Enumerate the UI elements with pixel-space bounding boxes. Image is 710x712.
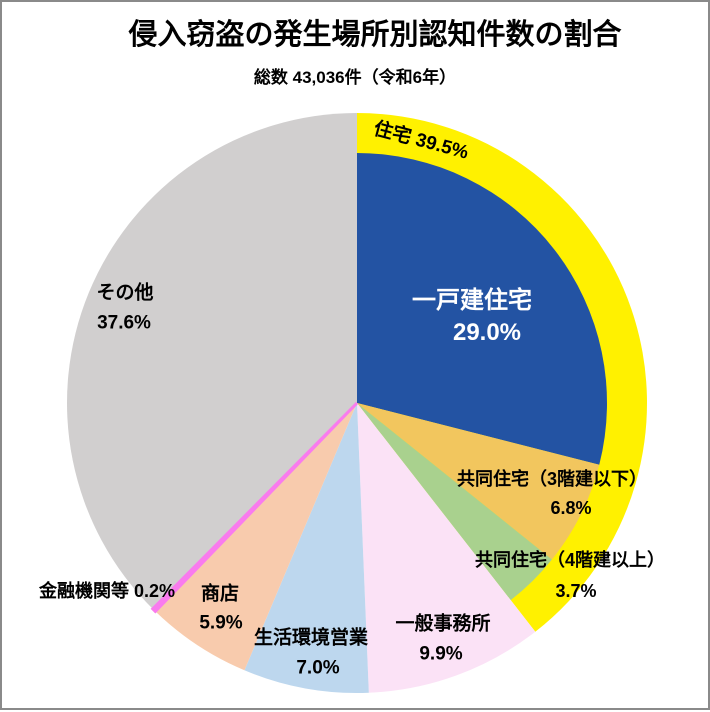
label-jimusho-name: 一般事務所 <box>395 613 491 635</box>
pie-slice-7 <box>67 113 358 609</box>
label-jimusho-percent: 9.9% <box>419 643 463 665</box>
pie-slice-4 <box>244 403 369 693</box>
label-kyodo3-name: 共同住宅（3階建以下） <box>456 469 648 489</box>
label-sonota-percent: 37.6% <box>97 312 151 334</box>
chart-title: 侵入窃盗の発生場所別認知件数の割合 <box>128 19 622 51</box>
chart-subtitle: 総数 43,036件（令和6年） <box>253 68 457 87</box>
label-kinyu: 金融機関等 0.2% <box>38 581 176 601</box>
pie-slice-3 <box>357 403 536 693</box>
label-seikatsu-name: 生活環境営業 <box>253 627 369 649</box>
label-shoten-name: 商店 <box>200 583 240 605</box>
pie-slice-0 <box>357 153 607 465</box>
label-kyodo3-percent: 6.8% <box>550 498 592 518</box>
label-shoten-percent: 5.9% <box>199 612 243 634</box>
pie-slice-6 <box>150 401 359 614</box>
label-ikkodate-name: 一戸建住宅 <box>412 287 532 314</box>
label-kyodo4-percent: 3.7% <box>555 581 597 601</box>
pie-slice-2 <box>357 403 552 601</box>
pie-slice-1 <box>357 403 600 560</box>
label-sonota-name: その他 <box>96 282 154 304</box>
pie-slice-5 <box>155 403 357 671</box>
label-kyodo4-name: 共同住宅（4階建以上） <box>474 550 666 570</box>
label-ikkodate-percent: 29.0% <box>452 319 522 346</box>
label-seikatsu-percent: 7.0% <box>296 657 340 679</box>
